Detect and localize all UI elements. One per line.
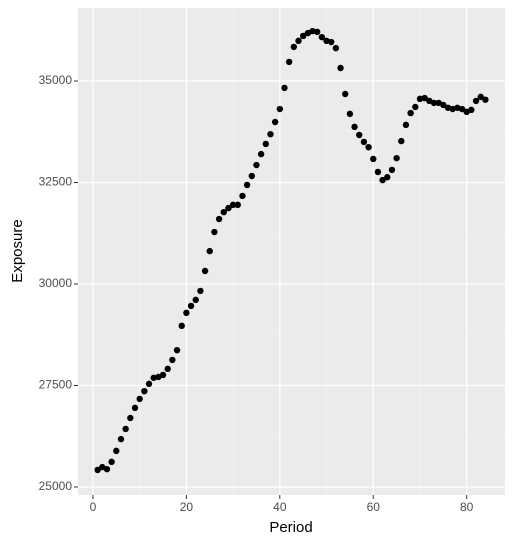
point xyxy=(482,96,489,103)
point xyxy=(412,103,419,111)
y-tick-label: 30000 xyxy=(39,276,73,290)
point xyxy=(262,140,270,148)
point xyxy=(430,99,438,107)
point xyxy=(136,395,143,403)
point xyxy=(215,215,223,223)
point xyxy=(117,435,125,443)
point xyxy=(281,84,288,92)
point xyxy=(468,106,475,114)
point xyxy=(145,380,153,388)
point xyxy=(313,28,321,36)
point xyxy=(127,414,134,422)
point xyxy=(374,168,382,176)
point xyxy=(159,371,167,379)
grid xyxy=(78,8,505,495)
point xyxy=(472,97,480,105)
point xyxy=(257,150,265,158)
x-tick-label: 40 xyxy=(273,500,287,514)
x-tick-label: 20 xyxy=(180,500,194,514)
point xyxy=(388,166,396,174)
points xyxy=(94,27,489,474)
point xyxy=(379,176,386,184)
y-tick-label: 32500 xyxy=(39,175,73,189)
y-tick-label: 35000 xyxy=(39,73,73,87)
point xyxy=(407,109,414,117)
point xyxy=(332,44,340,52)
point xyxy=(276,105,284,113)
point xyxy=(225,204,232,212)
point xyxy=(178,322,185,330)
point xyxy=(183,309,190,317)
point xyxy=(356,131,363,139)
point xyxy=(370,155,377,163)
point xyxy=(285,58,293,66)
point xyxy=(243,181,251,189)
point xyxy=(206,247,213,255)
point xyxy=(267,130,274,138)
panel xyxy=(78,8,505,495)
point xyxy=(440,101,447,109)
point xyxy=(393,154,400,162)
point xyxy=(318,33,326,41)
point xyxy=(342,90,349,98)
point xyxy=(351,123,358,131)
point xyxy=(229,201,237,209)
point xyxy=(113,447,120,455)
point xyxy=(141,387,148,395)
point xyxy=(384,174,391,181)
y-tick-label: 25000 xyxy=(39,479,73,493)
point xyxy=(458,105,466,113)
point xyxy=(295,37,302,45)
y-axis-title: Exposure xyxy=(9,219,26,282)
point xyxy=(234,201,241,209)
y-tick-label: 27500 xyxy=(39,378,73,392)
point xyxy=(187,302,195,310)
point xyxy=(421,94,428,102)
x-tick-label: 60 xyxy=(367,500,381,514)
point xyxy=(103,465,111,473)
point xyxy=(253,161,260,169)
point xyxy=(197,287,204,295)
point xyxy=(122,425,129,433)
point xyxy=(201,267,209,275)
point xyxy=(290,43,298,51)
point xyxy=(337,64,344,72)
point xyxy=(94,466,101,474)
point xyxy=(239,192,246,200)
point xyxy=(477,93,484,101)
x-tick-label: 0 xyxy=(90,500,97,514)
point xyxy=(164,365,171,373)
point xyxy=(365,143,372,151)
point xyxy=(131,404,139,412)
point xyxy=(360,138,368,146)
point xyxy=(398,137,405,145)
point xyxy=(248,172,255,180)
point xyxy=(211,228,218,236)
x-tick-label: 80 xyxy=(460,500,474,514)
point xyxy=(169,356,176,364)
point xyxy=(173,346,181,354)
point xyxy=(220,208,227,216)
point xyxy=(299,32,307,40)
point xyxy=(192,296,199,304)
point xyxy=(402,121,410,129)
point xyxy=(108,458,115,466)
x-axis-title: Period xyxy=(269,519,312,536)
point xyxy=(328,38,335,46)
point xyxy=(346,110,354,118)
point xyxy=(271,118,279,126)
